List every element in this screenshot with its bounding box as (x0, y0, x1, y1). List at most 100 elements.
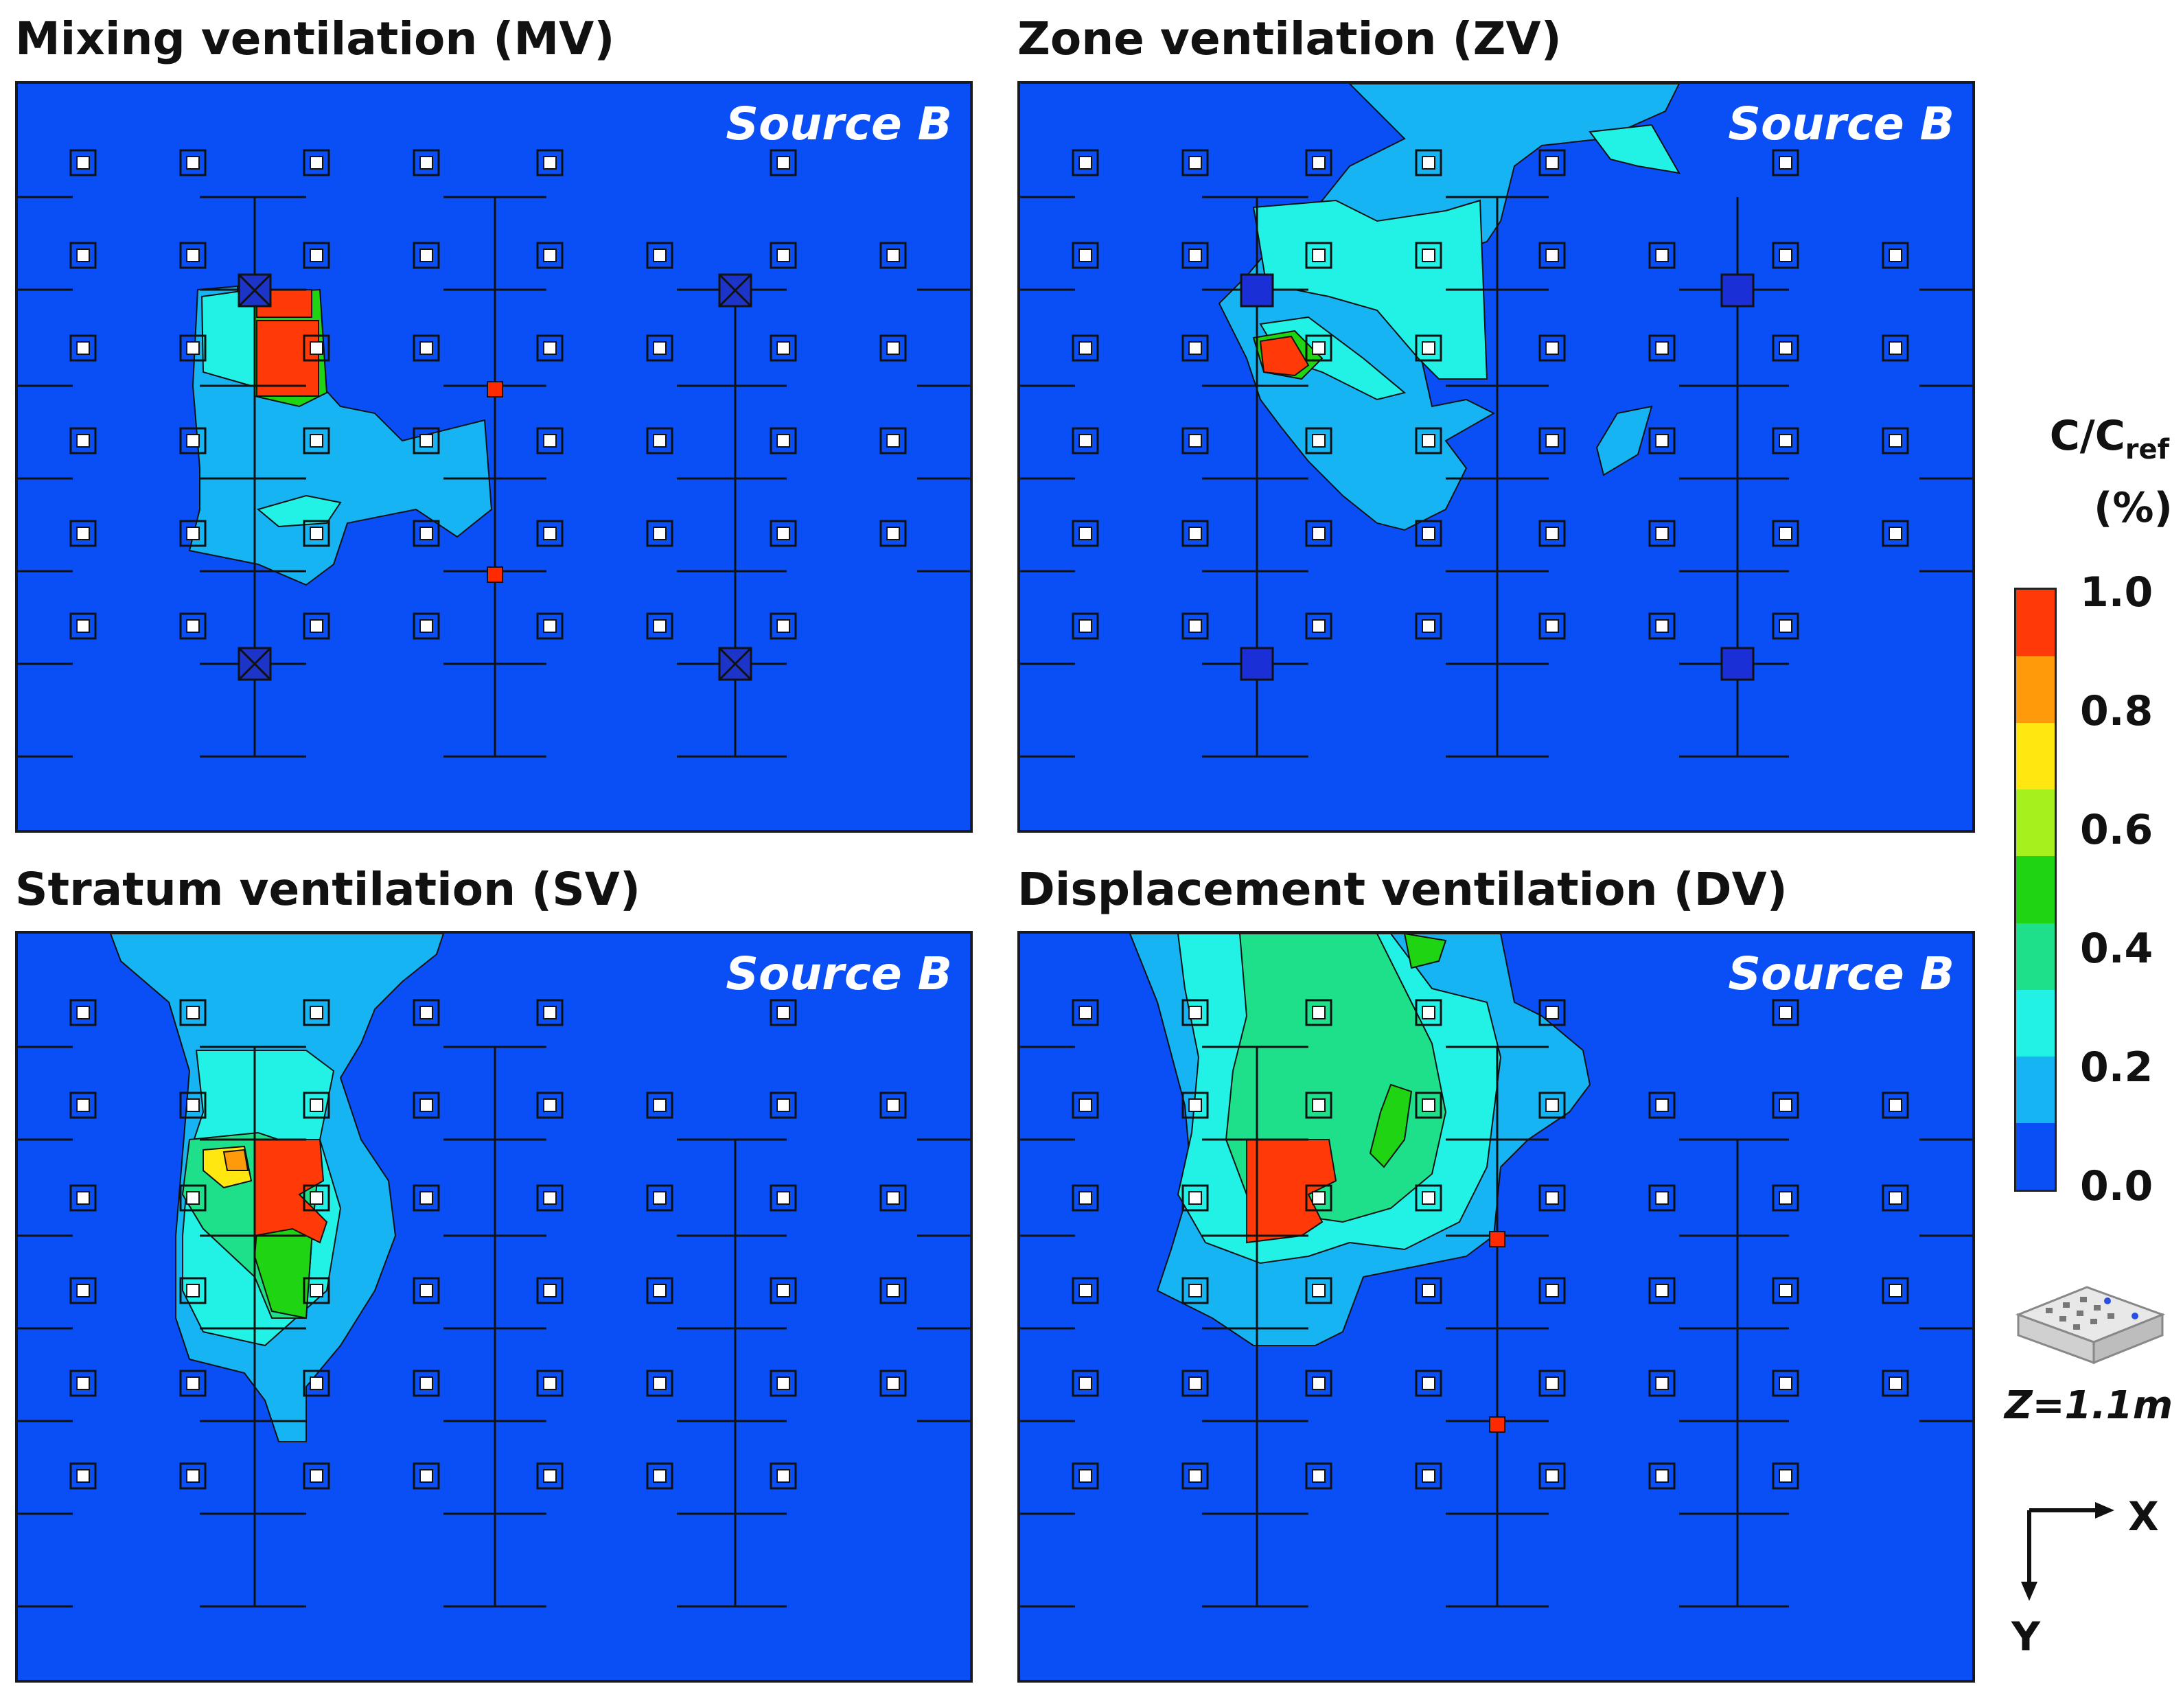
occupant-marker (1648, 334, 1676, 362)
occupant-marker (303, 334, 330, 362)
occupant-marker-core (419, 249, 433, 262)
panel-title-mv: Mixing ventilation (MV) (15, 12, 615, 65)
occupant-marker-core (1779, 1006, 1792, 1019)
height-label: Z=1.1m (2005, 1383, 2173, 1428)
occupant-marker-core (1779, 1469, 1792, 1483)
occupant-marker (1305, 520, 1332, 547)
occupant-marker (1415, 1277, 1442, 1304)
occupant-marker (1772, 520, 1799, 547)
contour-plot-sv (18, 934, 970, 1608)
occupant-marker (1648, 1184, 1676, 1212)
occupant-marker-core (1779, 1284, 1792, 1297)
occupant-marker (69, 149, 97, 176)
occupant-marker-core (1188, 527, 1202, 540)
occupant-marker-core (76, 1469, 90, 1483)
occupant-marker-core (1312, 619, 1326, 633)
occupant-marker (1538, 520, 1566, 547)
occupant-marker (1072, 520, 1099, 547)
occupant-marker-core (1545, 249, 1559, 262)
occupant-marker-core (419, 434, 433, 448)
colorbar (2014, 588, 2057, 1192)
occupant-marker (770, 1277, 797, 1304)
occupant-marker-core (653, 1191, 667, 1205)
source-label-zv: Source B (1728, 97, 1954, 150)
occupant-marker-core (776, 341, 790, 355)
occupant-marker (179, 149, 207, 176)
occupant-marker-core (653, 434, 667, 448)
occupant-marker (879, 1370, 907, 1397)
occupant-marker-core (310, 341, 323, 355)
occupant-marker (1648, 612, 1676, 640)
occupant-marker-core (76, 619, 90, 633)
occupant-marker-core (186, 341, 200, 355)
occupant-marker (1538, 1370, 1566, 1397)
occupant-marker-core (1422, 619, 1435, 633)
occupant-marker (1648, 242, 1676, 269)
ductwork-zv (1020, 196, 1972, 758)
panel-title-dv: Displacement ventilation (DV) (1017, 863, 1788, 916)
occupant-marker-core (1422, 1098, 1435, 1112)
diffusers-zv (1240, 273, 1755, 681)
occupant-marker (303, 427, 330, 454)
occupant-marker (179, 427, 207, 454)
occupant-marker-core (1655, 341, 1669, 355)
source-region-sv (254, 1139, 328, 1244)
occupant-marker (770, 612, 797, 640)
occupant-marker (1772, 999, 1799, 1026)
colorbar-band (2016, 789, 2055, 857)
occupant-marker-core (886, 249, 900, 262)
occupant-marker-core (1545, 619, 1559, 633)
occupant-marker-core (419, 1376, 433, 1390)
occupant-marker (303, 1370, 330, 1397)
occupant-marker-core (1188, 249, 1202, 262)
occupant-marker-core (653, 1376, 667, 1390)
occupant-marker (1181, 999, 1209, 1026)
occupant-marker-core (1312, 1006, 1326, 1019)
occupant-marker-core (186, 1006, 200, 1019)
occupant-marker-core (1312, 1191, 1326, 1205)
x-axis-label: X (2128, 1493, 2159, 1540)
occupant-marker (413, 520, 440, 547)
occupant-marker (536, 1462, 564, 1490)
occupant-marker-core (1545, 434, 1559, 448)
occupant-marker (770, 520, 797, 547)
occupant-marker (536, 1184, 564, 1212)
occupant-marker (1072, 612, 1099, 640)
ductwork-dv (1020, 1046, 1972, 1608)
occupant-marker-core (1545, 1284, 1559, 1297)
occupant-marker (1538, 149, 1566, 176)
occupant-marker-core (1422, 527, 1435, 540)
occupant-marker-core (1655, 1191, 1669, 1205)
source-label-sv: Source B (726, 947, 952, 1000)
occupant-marker-core (1188, 1376, 1202, 1390)
occupant-marker (69, 1462, 97, 1490)
colorbar-tick: 1.0 (2080, 568, 2153, 616)
occupant-marker (1181, 1370, 1209, 1397)
occupant-marker-core (1078, 527, 1092, 540)
occupant-marker-core (1312, 156, 1326, 170)
occupant-marker (1072, 149, 1099, 176)
occupant-marker (413, 427, 440, 454)
occupant-marker-core (1889, 527, 1902, 540)
occupant-marker (1181, 1184, 1209, 1212)
occupant-marker (1415, 520, 1442, 547)
occupant-marker-core (543, 619, 557, 633)
occupant-marker (536, 1092, 564, 1119)
colorbar-tick: 0.2 (2080, 1043, 2153, 1092)
occupant-marker-core (1188, 1469, 1202, 1483)
occupant-marker (1415, 1092, 1442, 1119)
occupant-marker-core (886, 341, 900, 355)
occupant-marker (69, 427, 97, 454)
colorbar-tick: 0.4 (2080, 925, 2153, 973)
y-axis-label: Y (2011, 1613, 2040, 1660)
occupant-marker-core (419, 1098, 433, 1112)
source-region-dv (1246, 1139, 1337, 1244)
occupant-marker-core (1779, 249, 1792, 262)
occupant-marker-core (1889, 1191, 1902, 1205)
occupant-marker-core (543, 249, 557, 262)
occupant-marker (536, 612, 564, 640)
occupant-marker (1882, 1092, 1909, 1119)
diffusers-mv (238, 273, 752, 681)
occupant-marker (1538, 1092, 1566, 1119)
occupant-marker-core (186, 527, 200, 540)
